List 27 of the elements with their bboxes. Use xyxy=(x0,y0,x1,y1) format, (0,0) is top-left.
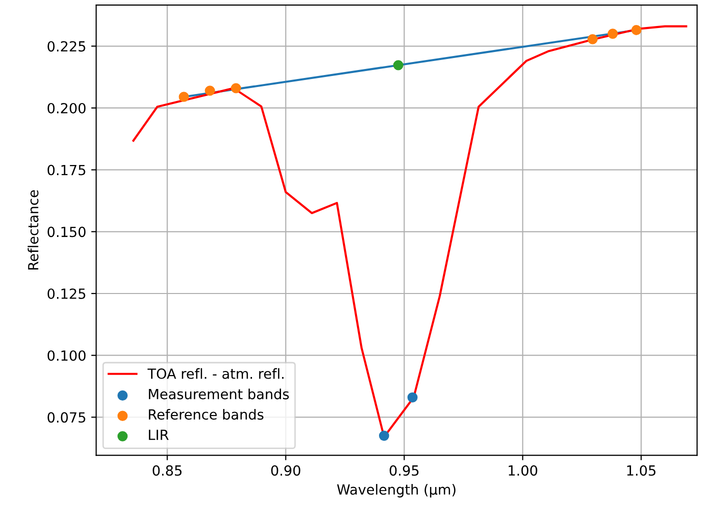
x-axis-title: Wavelength (µm) xyxy=(337,484,456,498)
point xyxy=(588,34,598,44)
y-tick-label: 0.175 xyxy=(48,164,86,176)
point xyxy=(393,60,404,70)
y-tick-label: 0.075 xyxy=(48,412,86,423)
y-tick-label: 0.100 xyxy=(48,350,86,361)
legend-label: Reference bands xyxy=(148,408,264,420)
y-axis-title: Reflectance xyxy=(28,190,38,270)
point xyxy=(204,86,215,96)
point xyxy=(178,92,189,102)
y-tick-label: 0.150 xyxy=(48,226,86,238)
point xyxy=(407,392,418,402)
y-tick-label: 0.225 xyxy=(48,41,86,52)
y-tick-label: 0.200 xyxy=(48,102,86,114)
x-tick-label: 0.95 xyxy=(390,465,418,476)
y-tick-label: 0.125 xyxy=(48,288,86,299)
x-tick-label: 0.90 xyxy=(271,465,300,476)
x-tick-label: 1.00 xyxy=(508,465,538,476)
legend-label: TOA refl. - atm. refl. xyxy=(148,368,284,379)
point xyxy=(230,83,242,94)
point xyxy=(631,24,642,36)
point xyxy=(608,28,618,39)
legend-label: LIR xyxy=(148,430,169,440)
point xyxy=(378,430,390,441)
legend-label: Measurement bands xyxy=(148,388,289,400)
x-tick-label: 0.85 xyxy=(152,465,182,476)
x-tick-label: 1.05 xyxy=(627,465,656,476)
